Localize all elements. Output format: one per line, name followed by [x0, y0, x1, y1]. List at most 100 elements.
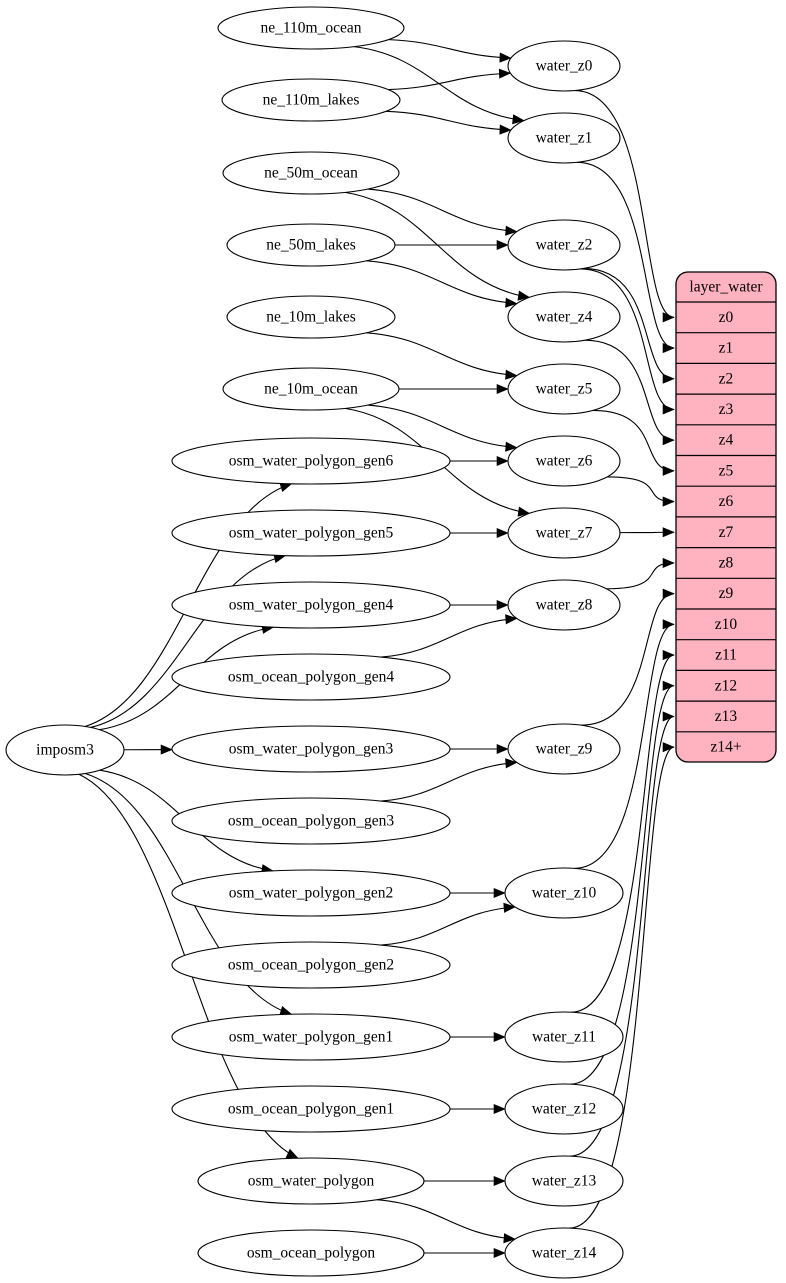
- edge-ne_110m_ocean-to-water_z1-arrowhead: [512, 114, 525, 125]
- node-water_z4[interactable]: water_z4: [507, 291, 621, 343]
- edge-osm_water_polygon_gen1-to-water_z11-arrowhead: [493, 1031, 506, 1043]
- edge-water_z11-to-layer_water-z11: [571, 654, 675, 1013]
- node-osm_ocean_polygon_gen3[interactable]: osm_ocean_polygon_gen3: [171, 797, 451, 845]
- table-row-z9[interactable]: z9: [719, 585, 734, 602]
- table-row-z6[interactable]: z6: [719, 493, 734, 510]
- node-osm_water_polygon_gen1[interactable]: osm_water_polygon_gen1: [171, 1013, 451, 1061]
- table-row-z2[interactable]: z2: [719, 370, 734, 387]
- node-water_z8[interactable]: water_z8: [507, 579, 621, 631]
- table-row-z4[interactable]: z4: [719, 432, 734, 449]
- water-node-ellipse: [507, 219, 621, 271]
- edge-water_z1-to-layer_water-z1: [576, 161, 675, 349]
- node-water_z9[interactable]: water_z9: [507, 723, 621, 775]
- edge-water_z11-to-layer_water-z11-arrowhead: [662, 649, 675, 661]
- edge-water_z4-to-layer_water-z4-arrowhead: [662, 435, 675, 446]
- table-row-z1[interactable]: z1: [719, 340, 734, 357]
- node-label-osm_ocean_polygon_gen4: osm_ocean_polygon_gen4: [228, 669, 394, 686]
- table-row-z11[interactable]: z11: [715, 647, 737, 664]
- node-label-osm_ocean_polygon: osm_ocean_polygon: [247, 1245, 376, 1262]
- node-water_z5[interactable]: water_z5: [507, 363, 621, 415]
- table-row-z10[interactable]: z10: [715, 616, 738, 633]
- edge-osm_ocean_polygon_gen4-to-water_z8: [380, 617, 517, 658]
- edge-ne_50m_ocean-to-water_z2-arrowhead: [505, 225, 518, 236]
- node-water_z12[interactable]: water_z12: [504, 1083, 624, 1135]
- node-water_z13[interactable]: water_z13: [504, 1155, 624, 1207]
- node-osm_ocean_polygon[interactable]: osm_ocean_polygon: [197, 1229, 425, 1277]
- node-water_z11[interactable]: water_z11: [504, 1011, 624, 1063]
- edge-ne_10m_ocean-to-water_z5-arrowhead: [496, 383, 509, 395]
- table-row-z0[interactable]: z0: [719, 309, 734, 326]
- edge-ne_10m_ocean-to-water_z6: [367, 404, 517, 449]
- layer-water-table[interactable]: layer_water z0 z1 z2 z3 z4 z5 z6 z7 z8 z9 z10 z11 z12…: [675, 271, 777, 763]
- edge-ne_10m_lakes-to-water_z5: [366, 332, 517, 377]
- water-node-ellipse: [507, 363, 621, 415]
- edge-water_z14-to-layer_water-z14+-arrowhead: [662, 742, 675, 753]
- node-label-osm_ocean_polygon_gen2: osm_ocean_polygon_gen2: [228, 957, 394, 974]
- source-node-ellipse: [171, 869, 451, 917]
- edge-ne_110m_ocean-to-water_z0: [388, 39, 511, 59]
- node-osm_water_polygon_gen2[interactable]: osm_water_polygon_gen2: [171, 869, 451, 917]
- node-osm_water_polygon_gen4[interactable]: osm_water_polygon_gen4: [171, 581, 451, 629]
- source-node-ellipse: [171, 581, 451, 629]
- node-label-water_z6: water_z6: [536, 453, 593, 470]
- edge-water_z7-to-layer_water-z7-arrowhead: [662, 527, 675, 538]
- edge-imposm3-to-osm_water_polygon_gen5: [90, 555, 286, 729]
- node-osm_water_polygon[interactable]: osm_water_polygon: [197, 1157, 425, 1205]
- node-water_z10[interactable]: water_z10: [504, 867, 624, 919]
- node-label-ne_50m_ocean: ne_50m_ocean: [264, 165, 358, 182]
- node-osm_water_polygon_gen3[interactable]: osm_water_polygon_gen3: [171, 725, 451, 773]
- table-row-z5[interactable]: z5: [719, 462, 734, 479]
- node-label-ne_50m_lakes: ne_50m_lakes: [266, 237, 356, 254]
- node-water_z0[interactable]: water_z0: [507, 40, 621, 92]
- edge-water_z5-to-layer_water-z5-arrowhead: [662, 465, 675, 476]
- layer-water-table-header: layer_water: [689, 279, 763, 296]
- node-label-water_z9: water_z9: [536, 741, 593, 758]
- edge-ne_110m_lakes-to-water_z1-arrowhead: [499, 124, 512, 135]
- edge-water_z2-to-layer_water-z2-arrowhead: [662, 373, 675, 384]
- edge-water_z14-to-layer_water-z14+: [569, 746, 675, 1229]
- table-row-z12[interactable]: z12: [715, 677, 737, 694]
- node-water_z14[interactable]: water_z14: [504, 1227, 624, 1279]
- node-water_z1[interactable]: water_z1: [507, 112, 621, 164]
- source-node-ellipse: [222, 367, 400, 411]
- water-node-ellipse: [507, 507, 621, 559]
- node-label-water_z14: water_z14: [532, 1245, 597, 1262]
- node-imposm3[interactable]: imposm3: [5, 724, 125, 776]
- node-ne_10m_ocean[interactable]: ne_10m_ocean: [222, 367, 400, 411]
- water-node-ellipse: [507, 723, 621, 775]
- table-row-z7[interactable]: z7: [719, 524, 734, 541]
- edge-ne_50m_lakes-to-water_z4: [366, 260, 517, 305]
- edge-osm_water_polygon_gen6-to-water_z6-arrowhead: [496, 455, 509, 467]
- edge-water_z2-to-layer_water-z3-arrowhead: [662, 404, 675, 415]
- node-water_z6[interactable]: water_z6: [507, 435, 621, 487]
- node-osm_ocean_polygon_gen2[interactable]: osm_ocean_polygon_gen2: [171, 941, 451, 989]
- node-label-water_z1: water_z1: [536, 130, 593, 147]
- edge-ne_110m_ocean-to-water_z0-arrowhead: [499, 52, 512, 63]
- source-node-ellipse: [197, 1229, 425, 1277]
- edge-osm_ocean_polygon_gen4-to-water_z8-arrowhead: [505, 614, 518, 625]
- node-osm_ocean_polygon_gen4[interactable]: osm_ocean_polygon_gen4: [171, 653, 451, 701]
- node-label-water_z13: water_z13: [532, 1173, 597, 1190]
- table-row-z3[interactable]: z3: [719, 401, 734, 418]
- node-osm_water_polygon_gen6[interactable]: osm_water_polygon_gen6: [171, 437, 451, 485]
- node-ne_10m_lakes[interactable]: ne_10m_lakes: [226, 295, 396, 339]
- source-node-ellipse: [171, 797, 451, 845]
- node-ne_50m_ocean[interactable]: ne_50m_ocean: [222, 151, 400, 195]
- edge-water_z8-to-layer_water-z8-arrowhead: [662, 557, 675, 569]
- node-label-water_z11: water_z11: [532, 1029, 596, 1046]
- edge-water_z1-to-layer_water-z1-arrowhead: [662, 342, 675, 354]
- node-water_z7[interactable]: water_z7: [507, 507, 621, 559]
- node-water_z2[interactable]: water_z2: [507, 219, 621, 271]
- node-ne_110m_ocean[interactable]: ne_110m_ocean: [217, 6, 405, 50]
- node-osm_water_polygon_gen5[interactable]: osm_water_polygon_gen5: [171, 509, 451, 557]
- node-label-osm_water_polygon_gen6: osm_water_polygon_gen6: [229, 453, 394, 470]
- table-row-z13[interactable]: z13: [715, 708, 738, 725]
- node-label-water_z2: water_z2: [536, 237, 593, 254]
- edge-water_z13-to-layer_water-z13-arrowhead: [662, 711, 675, 722]
- node-ne_110m_lakes[interactable]: ne_110m_lakes: [221, 78, 401, 122]
- node-ne_50m_lakes[interactable]: ne_50m_lakes: [226, 223, 396, 267]
- table-row-z14+[interactable]: z14+: [710, 739, 741, 756]
- edge-osm_ocean_polygon_gen2-to-water_z10-arrowhead: [503, 902, 516, 913]
- table-row-z8[interactable]: z8: [719, 555, 734, 572]
- node-osm_ocean_polygon_gen1[interactable]: osm_ocean_polygon_gen1: [171, 1085, 451, 1133]
